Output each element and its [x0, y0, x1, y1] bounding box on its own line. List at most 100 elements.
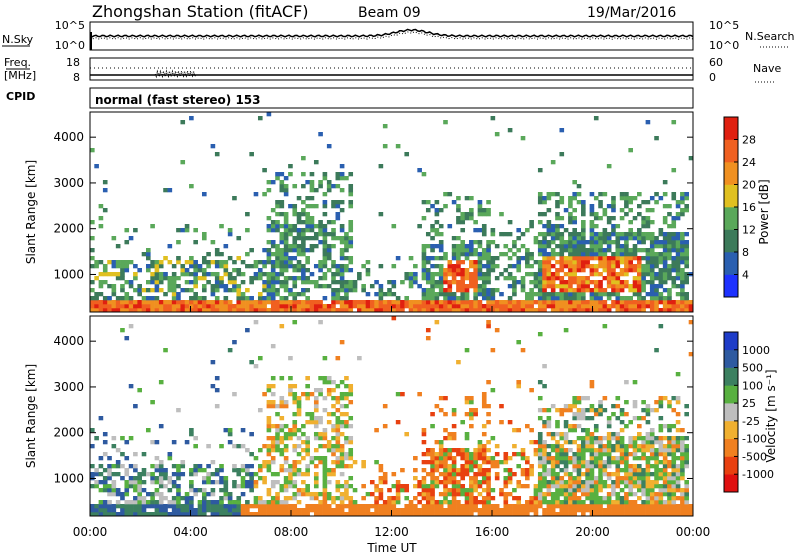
- velocity-cell: [658, 472, 664, 477]
- velocity-cell: [537, 380, 543, 385]
- power-cell: [94, 276, 99, 281]
- power-cell: [266, 276, 272, 281]
- velocity-cell: [107, 484, 112, 489]
- velocity-cell: [581, 500, 586, 505]
- power-cell: [477, 228, 483, 233]
- velocity-cell: [662, 492, 668, 497]
- velocity-cell: [232, 444, 237, 449]
- power-cell: [257, 272, 263, 277]
- power-cell: [473, 276, 478, 281]
- velocity-cell: [641, 468, 646, 473]
- power-cell: [288, 172, 293, 177]
- power-cell: [344, 284, 349, 289]
- power-cell: [154, 268, 160, 273]
- power-cell: [283, 192, 289, 197]
- velocity-cell: [378, 508, 384, 513]
- power-cell: [443, 300, 448, 305]
- velocity-cell: [585, 484, 590, 489]
- velocity-cell: [417, 484, 422, 489]
- velocity-cell: [559, 504, 565, 509]
- velocity-cell: [150, 504, 155, 509]
- power-cell: [654, 260, 659, 265]
- power-cell: [581, 240, 586, 245]
- power-cell: [98, 304, 104, 309]
- velocity-cell: [525, 484, 530, 489]
- power-cell: [675, 292, 681, 297]
- power-cell: [253, 272, 259, 277]
- velocity-cell: [649, 504, 655, 509]
- power-cell: [585, 300, 590, 305]
- velocity-cell: [249, 504, 254, 509]
- velocity-cell: [305, 392, 310, 397]
- velocity-cell: [378, 464, 384, 469]
- velocity-cell: [322, 432, 328, 437]
- velocity-cell: [628, 440, 633, 445]
- velocity-cell: [602, 464, 608, 469]
- velocity-cell: [137, 476, 142, 481]
- power-cell: [279, 204, 285, 209]
- velocity-cell: [563, 492, 569, 497]
- velocity-cell: [572, 500, 578, 505]
- power-cell: [585, 252, 590, 257]
- colorbar-swatch: [724, 184, 738, 208]
- velocity-cell: [464, 400, 470, 405]
- velocity-cell: [326, 380, 332, 385]
- velocity-cell: [283, 448, 289, 453]
- power-cell: [667, 248, 672, 253]
- velocity-cell: [331, 460, 336, 465]
- power-cell: [619, 216, 625, 221]
- power-cell: [473, 308, 478, 313]
- velocity-cell: [473, 464, 478, 469]
- velocity-cell: [279, 452, 285, 457]
- power-cell: [107, 260, 112, 265]
- velocity-cell: [503, 480, 509, 485]
- power-cell: [262, 168, 267, 173]
- power-cell: [559, 304, 565, 309]
- power-cell: [339, 296, 345, 301]
- velocity-cell: [189, 480, 194, 485]
- velocity-cell: [128, 512, 134, 517]
- power-cell: [283, 212, 289, 217]
- power-cell: [357, 276, 362, 281]
- power-cell: [133, 304, 138, 309]
- power-cell: [90, 264, 95, 269]
- power-cell: [404, 296, 410, 301]
- power-cell: [499, 252, 504, 257]
- velocity-cell: [275, 428, 280, 433]
- power-cell: [675, 304, 681, 309]
- power-cell: [469, 240, 474, 245]
- velocity-cell: [322, 468, 328, 473]
- power-cell: [606, 232, 612, 237]
- velocity-cell: [275, 492, 280, 497]
- power-cell: [163, 308, 168, 313]
- velocity-cell: [581, 448, 586, 453]
- power-cell: [395, 296, 401, 301]
- power-cell: [115, 260, 121, 265]
- velocity-cell: [503, 484, 509, 489]
- power-cell: [525, 300, 530, 305]
- velocity-cell: [301, 480, 306, 485]
- power-cell: [201, 288, 207, 293]
- velocity-cell: [197, 508, 203, 513]
- velocity-cell: [649, 440, 655, 445]
- power-cell: [270, 180, 276, 185]
- velocity-cell: [593, 480, 599, 485]
- power-cell: [102, 304, 108, 309]
- velocity-cell: [309, 456, 315, 461]
- velocity-cell: [400, 484, 405, 489]
- velocity-cell: [313, 408, 319, 413]
- power-cell: [688, 304, 694, 309]
- velocity-cell: [675, 456, 681, 461]
- velocity-cell: [395, 500, 401, 505]
- velocity-cell: [262, 476, 267, 481]
- power-cell: [525, 308, 530, 313]
- velocity-cell: [611, 488, 616, 493]
- power-cell: [546, 196, 552, 201]
- power-cell: [641, 296, 646, 301]
- velocity-cell: [637, 444, 642, 449]
- power-cell: [667, 204, 672, 209]
- velocity-cell: [210, 488, 216, 493]
- power-cell: [408, 300, 414, 305]
- power-cell: [581, 248, 586, 253]
- power-cell: [145, 248, 151, 253]
